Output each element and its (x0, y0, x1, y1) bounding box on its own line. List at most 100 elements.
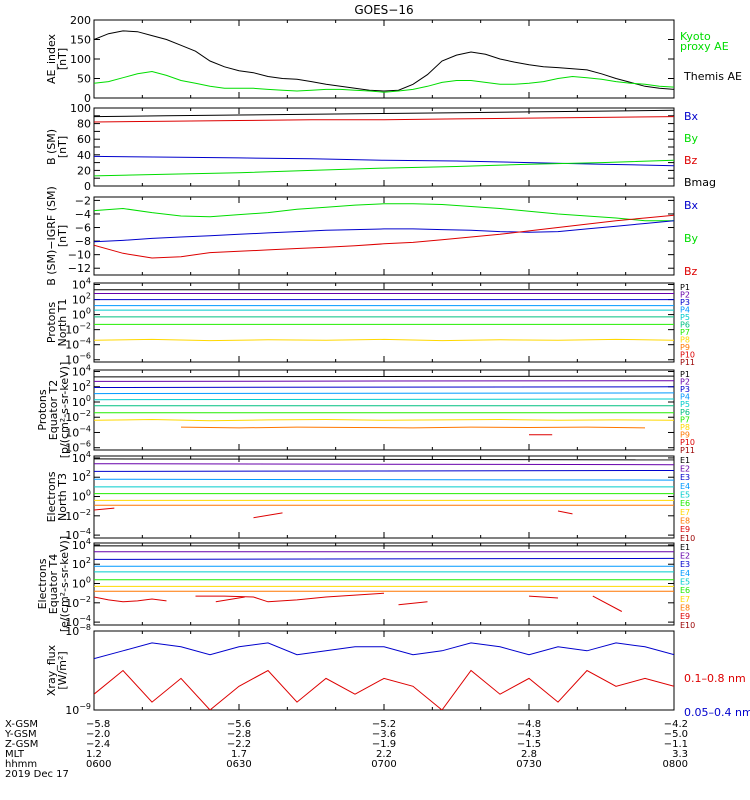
legend-entry: E7 (680, 595, 690, 604)
date-label: 2019 Dec 17 (5, 769, 69, 780)
legend-entry: P2 (680, 377, 690, 386)
x-axis-value: 1.7 (231, 749, 247, 760)
y-axis-label-line: Xray_flux (45, 644, 58, 696)
legend-entry: E7 (680, 508, 690, 517)
series-e9e (528, 595, 559, 599)
y-axis-label-line: Protons (36, 389, 49, 430)
series-e9d (398, 601, 428, 606)
series-group (94, 30, 674, 93)
y-tick-label: 20 (77, 164, 91, 177)
y-axis-label: B (SM)−IGRF (SM)[nT] (45, 186, 69, 286)
y-tick-label: 100 (72, 489, 91, 504)
x-axis-row-label: Z-GSM (5, 739, 38, 750)
panel-et3: 104 102 100 10−2 10−4 ElectronsNorth T3 E1E2E3… (45, 450, 695, 543)
y-axis-label: ElectronsNorth T3 (45, 471, 69, 522)
series-e9a (94, 507, 115, 511)
x-axis-value: 2.8 (521, 749, 537, 760)
series-group (94, 458, 674, 519)
legend-entry: P11 (680, 446, 695, 455)
y-axis-label-line: North T1 (56, 299, 69, 347)
y-axis-label-line: [nT] (56, 225, 69, 247)
legend-entry: P2 (680, 290, 690, 299)
y-tick-label: 150 (70, 34, 91, 47)
series-e9a (94, 596, 167, 603)
legend-entry: P1 (680, 283, 690, 292)
legend-entry: P7 (680, 415, 690, 424)
y-axis-label-line: B (SM)−IGRF (SM) (45, 186, 58, 286)
series-e3 (94, 470, 674, 472)
series-p1 (94, 375, 674, 378)
series-e9c (557, 510, 573, 515)
y-tick-label: 60 (77, 133, 91, 146)
y-tick-label: 10−6 (65, 352, 91, 367)
series-0-05-0-4-nm (94, 642, 674, 660)
series-0-1-0-8-nm (94, 669, 674, 710)
series-e1 (94, 458, 674, 461)
y-tick-label: 40 (77, 149, 91, 162)
x-axis-value: −4.2 (664, 719, 688, 730)
x-axis-value: 0730 (516, 759, 541, 770)
legend-entry: E10 (680, 534, 695, 543)
x-axis-value: −5.0 (664, 729, 688, 740)
y-axis-label-line: Electrons (45, 471, 58, 522)
series-p4 (94, 392, 674, 395)
series-bx (94, 155, 674, 167)
series-group (94, 545, 674, 612)
series-p3 (94, 386, 674, 388)
legend-entry: E9 (680, 525, 690, 534)
panel-frame (93, 455, 675, 539)
legend: 0.1–0.8 nm 0.05–0.4 nm (684, 672, 750, 719)
legend-entry: proxy AE (680, 40, 729, 53)
figure-title: GOES−16 (354, 3, 413, 17)
legend-entry: P6 (680, 408, 690, 417)
legend-entry: P10 (680, 438, 695, 447)
legend-entry: P6 (680, 320, 690, 329)
x-axis-value: −1.5 (517, 739, 541, 750)
y-tick-label: 10−4 (65, 424, 91, 439)
y-tick-label: 100 (72, 307, 91, 322)
legend-entry: E1 (680, 456, 690, 465)
y-axis-label-line: [nT] (56, 136, 69, 158)
y-tick-label: 100 (70, 53, 91, 66)
series-p9 (180, 426, 646, 429)
legend-entry: P9 (680, 343, 690, 352)
y-tick-label: 100 (70, 102, 91, 115)
legend-entry: P3 (680, 298, 690, 307)
x-axis-value: −5.2 (372, 719, 396, 730)
panel-frame (93, 282, 675, 363)
y-tick-label: 50 (77, 73, 91, 86)
series-bx (94, 220, 674, 243)
y-axis-label-line: [nT] (56, 48, 69, 70)
legend-entry: E8 (680, 603, 690, 612)
legend-entry: P8 (680, 423, 690, 432)
y-tick-label: −10 (68, 249, 91, 262)
y-axis-label-line: [W/m²] (56, 651, 69, 689)
x-axis-row-label: hhmm (5, 759, 37, 770)
legend-entry: P8 (680, 335, 690, 344)
legend-entry: P3 (680, 385, 690, 394)
y-axis-label: Xray_flux[W/m²] (45, 644, 69, 696)
y-tick-label: 10−4 (65, 614, 91, 629)
legend-entry: E1 (680, 543, 690, 552)
series-e9c (215, 596, 245, 603)
y-axis-label-line: Protons (45, 302, 58, 343)
legend-entry: E8 (680, 516, 690, 525)
legend-entry: Bz (684, 154, 698, 167)
y-tick-label: 0 (84, 180, 91, 193)
series-group (94, 642, 674, 710)
legend-entry: E2 (680, 464, 690, 473)
series-themis-ae (94, 30, 674, 92)
y-tick-label: 10−4 (65, 337, 91, 352)
series-p2 (94, 380, 674, 382)
x-axis-value: −3.6 (372, 729, 396, 740)
y-tick-label: 104 (72, 277, 91, 292)
legend-entry: Bz (684, 265, 698, 278)
y-tick-label: −6 (75, 222, 91, 235)
series-bmag (94, 109, 674, 118)
legend-entry: E9 (680, 612, 690, 621)
